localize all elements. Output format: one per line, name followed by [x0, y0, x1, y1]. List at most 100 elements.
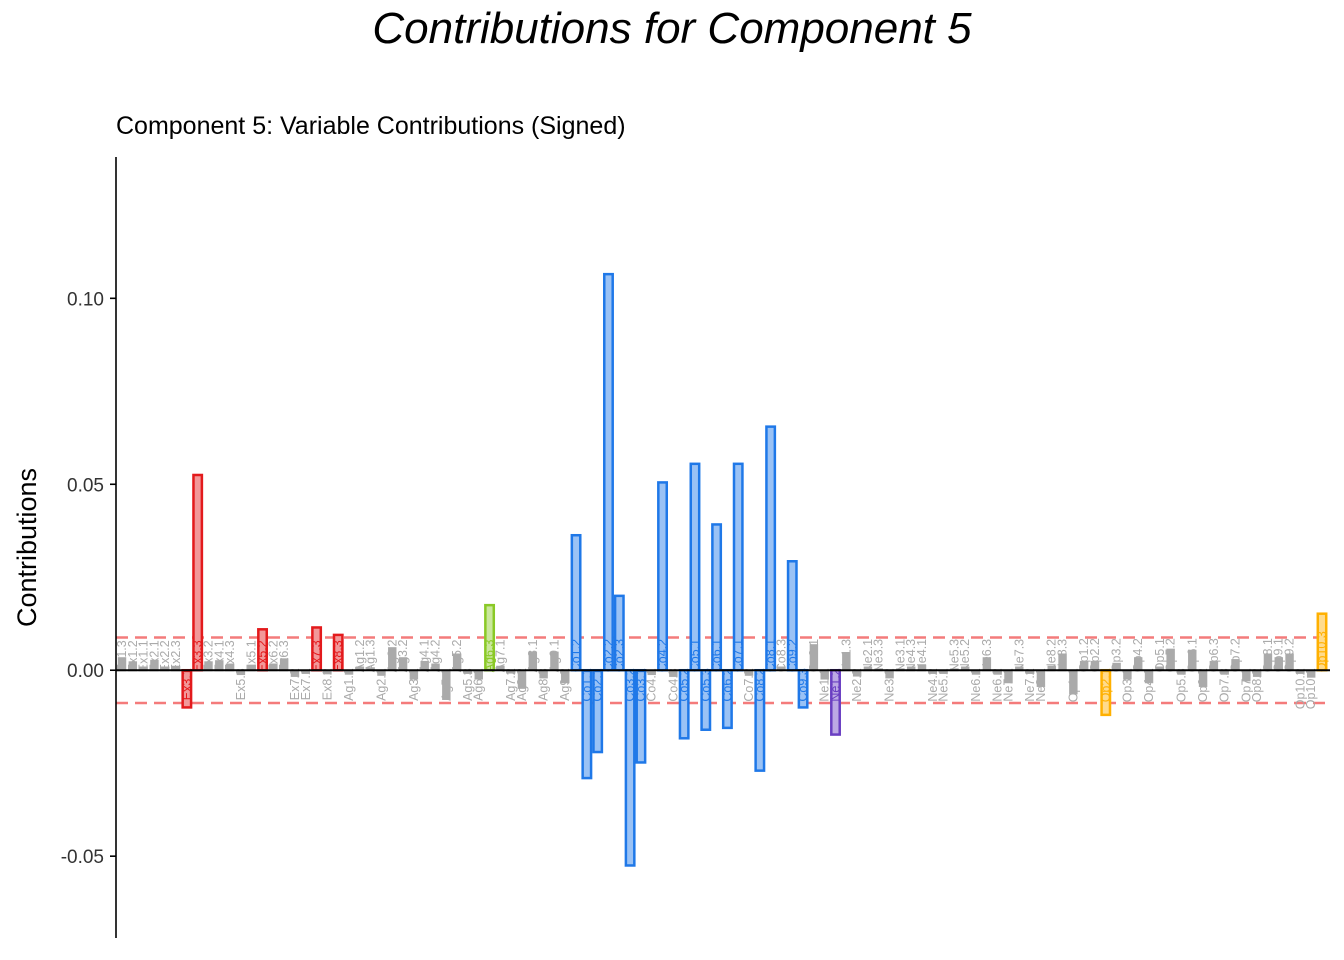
- bar-Co2-2: [603, 272, 614, 672]
- y-tick-label: 0.05: [67, 475, 104, 496]
- bar-Ex6-2: [269, 663, 278, 671]
- bar-Op6-3: [1209, 660, 1219, 671]
- bar-label: Ag7.2: [504, 668, 518, 701]
- bar-label: Ex3.3: [191, 640, 205, 672]
- chart-title: Contributions for Component 5: [372, 4, 972, 53]
- bar-Ne6-2: [993, 670, 1002, 675]
- bar-Op3-2: [1112, 662, 1121, 671]
- bar-label: Ex1.3: [115, 640, 129, 672]
- bar-Ag2-2: [388, 647, 397, 671]
- bar-label: Op5.3: [1174, 668, 1188, 702]
- bar-Ex2-3: [171, 665, 181, 671]
- bar-labels: Ex1.3Ex1.2Ex1.1Ex2.1Ex2.2Ex2.3Ex3.1Ex3.3…: [115, 631, 1329, 709]
- bar-label: Ex3.2: [201, 640, 215, 672]
- bar-label: Co8.1: [764, 639, 778, 672]
- bar-label: Ex4.3: [223, 640, 237, 672]
- bar-label: Co9.2: [785, 639, 799, 672]
- bar-label: Ne3.1: [893, 639, 907, 672]
- bar-label: Op8.2: [1250, 668, 1264, 702]
- bar-Ne7-1: [1004, 670, 1013, 684]
- bar-Ex1-2: [128, 661, 138, 671]
- bar-label: Ex8.2: [320, 668, 334, 700]
- bar-label: Ag8.3: [537, 668, 551, 701]
- bar-Ex2-1: [150, 659, 159, 671]
- bar-label: Ne2.2: [850, 668, 864, 701]
- bar-label: Ag5.3: [461, 668, 475, 701]
- bar-Ag2-1: [377, 670, 386, 676]
- y-tick-label: 0.00: [67, 661, 104, 682]
- bar-label: Ne8.1: [1034, 668, 1048, 701]
- bar-Op9-2: [1285, 653, 1294, 671]
- bar-label: Co2.3: [612, 639, 626, 672]
- bar-Ex3-2: [204, 661, 213, 671]
- bar-Ne2-2: [852, 670, 862, 677]
- bar-Ne4-2: [928, 670, 938, 674]
- bar-label: Ne7.3: [1012, 639, 1026, 672]
- bar-label: Ne4.2: [926, 668, 940, 701]
- bar-Ag9-1: [550, 651, 559, 671]
- bar-Ne6-3: [982, 657, 992, 671]
- bar-Ag5-2: [452, 653, 462, 671]
- bar-label: Ex7.1: [299, 668, 313, 700]
- bar-Op6-2: [1198, 670, 1208, 687]
- bar-label: Ag5.1: [439, 668, 453, 701]
- bar-Ne2-1: [863, 666, 873, 671]
- bar-label: Ex5.3: [234, 668, 248, 700]
- y-axis-ticks: -0.05 0.00 0.05 0.10: [61, 289, 116, 868]
- bar-label: Ne6.2: [991, 668, 1005, 701]
- bar-label: Op1.2: [1077, 638, 1091, 672]
- bar-Ex5-3: [236, 670, 246, 676]
- bar-label: Ne2.1: [861, 639, 875, 672]
- bar-label: Co7.1: [731, 639, 745, 672]
- bar-Op6-1: [1188, 649, 1197, 671]
- bar-label: Ne1.3: [839, 639, 853, 672]
- bar-label: Ne1.1: [818, 668, 832, 701]
- bar-label: Ag8.1: [526, 640, 540, 673]
- bar-label: Ag1.1: [342, 668, 356, 701]
- bar-Co4-1: [647, 670, 656, 676]
- bar-Ag3-1: [409, 670, 419, 680]
- bar-label: Ag9.1: [547, 640, 561, 673]
- bar-label: Co1.2: [569, 639, 583, 672]
- bar-Ag8-1: [528, 651, 538, 671]
- bar-label: Co9.1: [807, 639, 821, 672]
- bar-label: Ne7.2: [1023, 668, 1037, 701]
- bar-Ag4-2: [431, 663, 440, 671]
- bar-Ne4-3: [906, 666, 916, 671]
- bar-Ex4-3: [225, 663, 235, 671]
- bar-label: Ne5.3: [947, 639, 961, 672]
- bar-label: Ag2.1: [374, 668, 388, 701]
- bar-label: Co6.2: [720, 668, 734, 701]
- bar-Co4-3: [669, 670, 678, 677]
- bar-label: Op10.1: [1304, 668, 1318, 709]
- bar-label: Op9.2: [1283, 638, 1297, 672]
- bar-label: Ne4.1: [915, 639, 929, 672]
- bar-label: Ex6.2: [266, 640, 280, 672]
- bar-Co9-1: [809, 644, 819, 671]
- bar-label: Co2.2: [601, 639, 615, 672]
- bar-label: Ex2.3: [169, 640, 183, 672]
- bar-label: Op5.2: [1164, 638, 1178, 672]
- bar-Ag5-3: [463, 670, 473, 674]
- bar-Ag3-2: [398, 657, 408, 671]
- bar-Ag8-3: [539, 670, 548, 679]
- bar-label: Co8.2: [753, 668, 767, 701]
- bar-label: Ag3.2: [396, 640, 410, 673]
- bar-label: Ex2.1: [147, 640, 161, 672]
- bar-label: Ag6.1: [472, 668, 486, 701]
- bar-Ex5-1: [247, 664, 256, 671]
- bar-label: Ag4.1: [418, 640, 432, 673]
- bar-label: Ne5.2: [958, 639, 972, 672]
- bar-label: Ne7.1: [1001, 668, 1015, 701]
- bar-Ne8-2: [1047, 665, 1056, 671]
- bar-Ne4-1: [917, 664, 927, 671]
- bars: [117, 272, 1328, 867]
- bar-label: Op2.2: [1088, 638, 1102, 672]
- bar-Op5-3: [1177, 670, 1186, 675]
- bar-label: Ag7.1: [493, 640, 507, 673]
- bar-Op7-2: [1231, 659, 1240, 671]
- bar-Ne1-3: [842, 652, 851, 671]
- bar-Ag7-2: [506, 670, 516, 674]
- bar-label: Co1.1: [580, 668, 594, 701]
- bar-label: Ag2.2: [385, 640, 399, 673]
